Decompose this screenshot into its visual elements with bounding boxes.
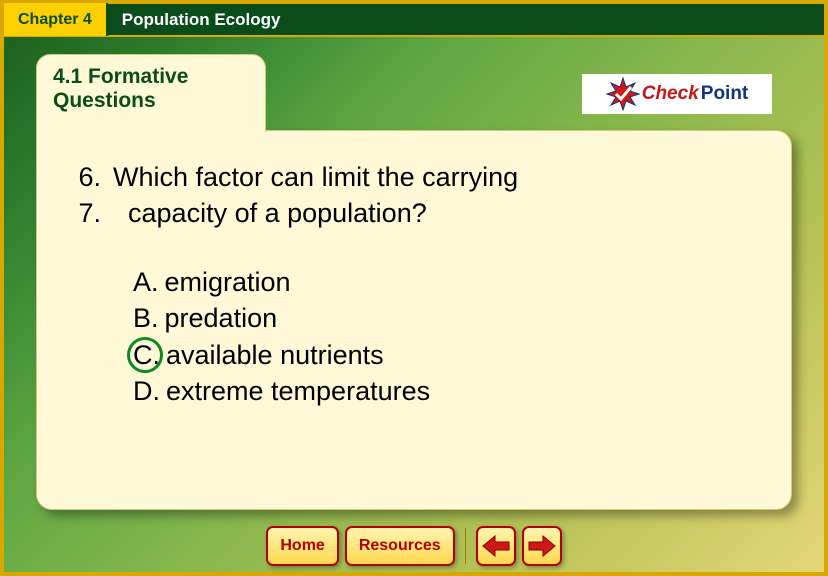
- option-text: available nutrients: [166, 337, 384, 373]
- option-text: emigration: [165, 264, 291, 300]
- question-line: Which factor can limit the carrying: [113, 159, 518, 195]
- arrow-right-icon: [527, 534, 557, 558]
- tab-connector: [37, 129, 265, 133]
- options-list: A. emigration B. predation C. available …: [133, 264, 751, 410]
- option-b[interactable]: B. predation: [133, 300, 751, 336]
- bottom-nav: Home Resources: [4, 520, 824, 572]
- option-letter: D.: [133, 373, 160, 409]
- question-number: 7.: [77, 195, 101, 231]
- option-text: extreme temperatures: [166, 373, 430, 409]
- chapter-badge: Chapter 4: [4, 3, 108, 36]
- option-text: predation: [165, 300, 278, 336]
- question-numbers: 6. 7.: [77, 159, 107, 232]
- content-card: 6. 7. Which factor can limit the carryin…: [36, 130, 792, 510]
- question-number: 6.: [77, 159, 101, 195]
- option-d[interactable]: D. extreme temperatures: [133, 373, 751, 409]
- checkpoint-check-text: Check: [642, 83, 699, 105]
- tab-title-line1: 4.1 Formative: [53, 65, 249, 89]
- tab-title-line2: Questions: [53, 89, 249, 113]
- prev-button[interactable]: [476, 526, 516, 566]
- question-line: capacity of a population?: [113, 195, 518, 231]
- home-button[interactable]: Home: [266, 526, 338, 566]
- question-block: 6. 7. Which factor can limit the carryin…: [77, 159, 751, 232]
- option-letter: C.: [133, 337, 160, 373]
- checkpoint-badge: CheckPoint: [582, 74, 772, 114]
- section-tab: 4.1 Formative Questions: [36, 54, 266, 132]
- checkpoint-burst-icon: [606, 77, 640, 111]
- arrow-left-icon: [481, 534, 511, 558]
- option-c[interactable]: C. available nutrients: [133, 337, 751, 373]
- checkpoint-point-text: Point: [701, 83, 749, 105]
- topic-title: Population Ecology: [122, 10, 281, 30]
- nav-divider: [465, 528, 466, 564]
- header-bar: Chapter 4 Population Ecology: [4, 4, 824, 37]
- option-letter: A.: [133, 264, 159, 300]
- slide: Chapter 4 Population Ecology 4.1 Formati…: [0, 0, 828, 576]
- option-a[interactable]: A. emigration: [133, 264, 751, 300]
- question-text: Which factor can limit the carrying capa…: [113, 159, 518, 232]
- resources-button[interactable]: Resources: [345, 526, 455, 566]
- option-letter: B.: [133, 300, 159, 336]
- next-button[interactable]: [522, 526, 562, 566]
